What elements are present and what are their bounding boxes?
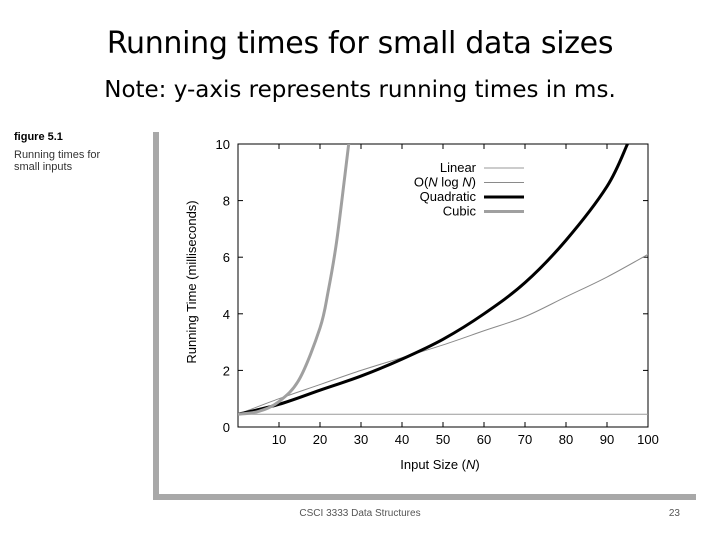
figure-caption: figure 5.1 Running times for small input… (14, 130, 134, 173)
y-tick-label: 8 (223, 194, 230, 209)
y-tick-label: 10 (216, 137, 230, 152)
legend-label-cubic: Cubic (443, 204, 477, 219)
x-tick-label: 10 (272, 432, 286, 447)
footer-course: CSCI 3333 Data Structures (299, 508, 421, 519)
figure-number: figure 5.1 (14, 131, 63, 143)
figure-frame-bottom (153, 494, 696, 500)
series-line-quadratic (238, 144, 629, 416)
x-tick-label: 100 (637, 432, 659, 447)
x-tick-label: 70 (518, 432, 532, 447)
legend-label-linear: Linear (440, 160, 477, 175)
x-tick-label: 40 (395, 432, 409, 447)
x-axis-label: Input Size (N) (400, 457, 480, 472)
legend-label-quadratic: Quadratic (420, 189, 477, 204)
chart-series (238, 144, 648, 416)
x-tick-label: 60 (477, 432, 491, 447)
figure-frame-left (153, 132, 159, 498)
figure-description: Running times for small inputs (14, 149, 101, 173)
y-axis-label: Running Time (milliseconds) (184, 200, 199, 363)
y-tick-label: 6 (223, 250, 230, 265)
x-tick-label: 50 (436, 432, 450, 447)
y-tick-label: 4 (223, 307, 230, 322)
y-tick-label: 0 (223, 420, 230, 435)
y-tick-label: 2 (223, 363, 230, 378)
chart-ticks: 10 20 30 40 50 60 70 80 90 100 0 2 4 6 8 10 (216, 137, 659, 447)
legend-label-o-n-log-n: O(N log N) (414, 175, 476, 190)
slide-note: Note: y-axis represents running times in… (104, 77, 616, 103)
x-tick-label: 20 (313, 432, 327, 447)
series-line-o-n-log-n (238, 253, 648, 415)
x-tick-label: 30 (354, 432, 368, 447)
x-tick-label: 90 (600, 432, 614, 447)
x-tick-label: 80 (559, 432, 573, 447)
series-line-cubic (238, 144, 351, 416)
footer-page-number: 23 (668, 508, 680, 519)
slide-title: Running times for small data sizes (106, 26, 614, 61)
